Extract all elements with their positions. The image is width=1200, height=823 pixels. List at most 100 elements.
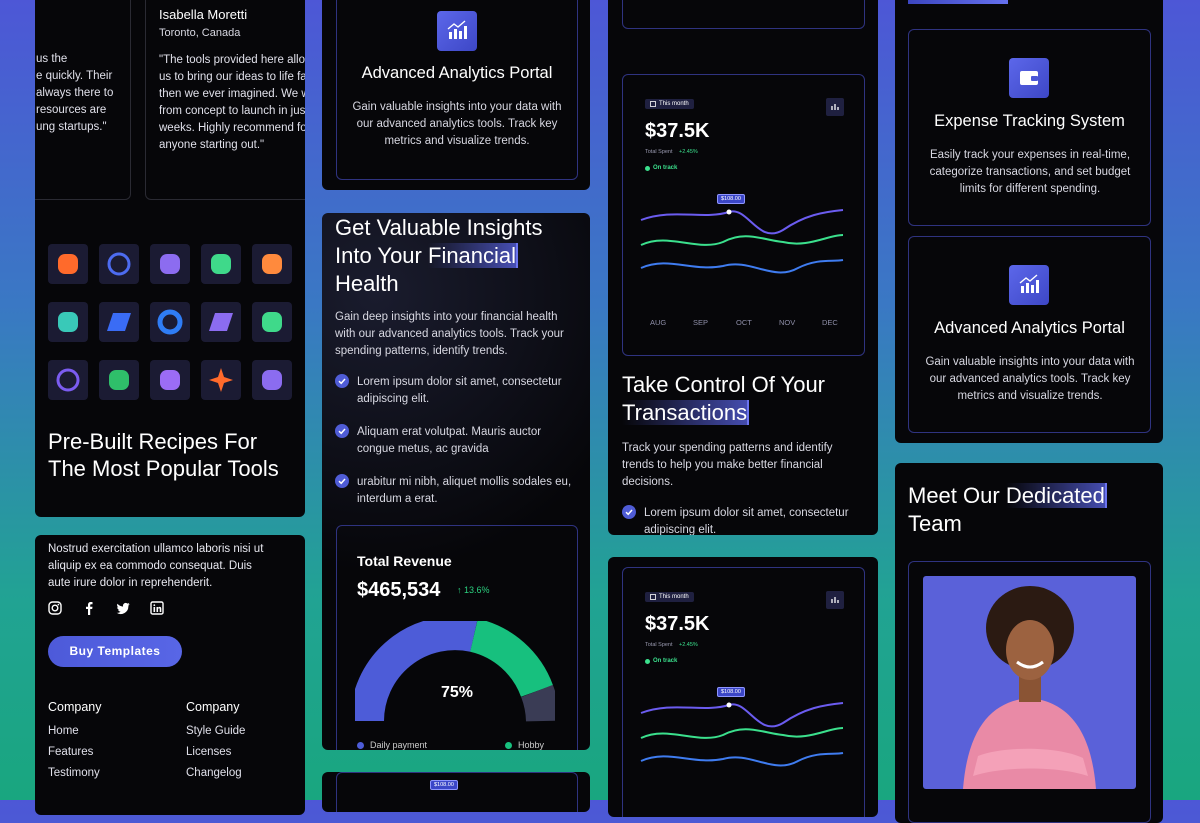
features-card: Expense Tracking System Easily track you… xyxy=(895,0,1163,443)
checklist: Lorem ipsum dolor sit amet, consectetur … xyxy=(622,505,862,535)
revenue-title: Total Revenue xyxy=(357,553,452,569)
menu-link[interactable]: Home xyxy=(48,725,79,737)
heading-part: Take Control Of Your xyxy=(622,372,826,397)
analytics-icon xyxy=(1009,265,1049,305)
widget-label: Total Spent xyxy=(645,642,673,648)
footer-text: Nostrud exercitation ullamco laboris nis… xyxy=(48,543,264,589)
social-links xyxy=(48,601,164,615)
checklist: Lorem ipsum dolor sit amet, consectetur … xyxy=(335,374,575,524)
feature-title: Advanced Analytics Portal xyxy=(361,64,553,82)
icon-shape xyxy=(58,312,78,332)
revenue-change: ↑ 13.6% xyxy=(457,585,490,595)
check-icon xyxy=(335,474,349,488)
text-line: anyone starting out." xyxy=(159,139,265,151)
status-dot xyxy=(645,658,650,664)
dot xyxy=(645,658,650,664)
menu-link[interactable]: Changelog xyxy=(186,767,242,779)
feature-title: Advanced Analytics Portal xyxy=(934,319,1125,337)
period-label: This month xyxy=(659,594,689,600)
footer-menus: Company Home Features Testimony Company Style… xyxy=(48,700,298,815)
revenue-amount: $465,534 xyxy=(357,579,441,601)
gauge-label: 75% xyxy=(440,684,474,701)
chart-point xyxy=(726,209,732,215)
tool-icon xyxy=(48,302,88,342)
check-item: Lorem ipsum dolor sit amet, consectetur … xyxy=(622,505,862,535)
chart-lines xyxy=(640,702,844,767)
menu-link[interactable]: Licenses xyxy=(186,746,232,758)
instagram-icon[interactable] xyxy=(48,601,62,615)
period-label: This month xyxy=(659,101,689,107)
feature-card: Advanced Analytics Portal Gain valuable … xyxy=(322,0,590,190)
buy-templates-button[interactable]: Buy Templates xyxy=(48,636,182,667)
menu-link[interactable]: Style Guide xyxy=(186,725,246,737)
check-mark xyxy=(338,478,346,485)
legend-label: Hobby xyxy=(518,740,545,750)
check-mark xyxy=(625,509,633,516)
chart-widget: This month $37.5K Total Spent +2.45% On trac… xyxy=(622,567,865,817)
icon-shape xyxy=(160,370,180,390)
tool-icon xyxy=(150,302,190,342)
chart-line xyxy=(640,259,844,274)
chart-line xyxy=(640,702,844,728)
tool-icon xyxy=(48,244,88,284)
tool-icon xyxy=(252,360,292,400)
icon-shape xyxy=(262,312,282,332)
text-line: e quickly. Their xyxy=(36,70,113,82)
calendar-icon xyxy=(650,101,656,107)
chart-widget: This month $37.5K Total Spent +2.45% On trac… xyxy=(622,74,865,356)
tool-icon xyxy=(99,244,139,284)
widget-amount: $37.5K xyxy=(645,613,710,635)
tool-icon-grid xyxy=(48,244,298,404)
text-line: us to bring our ideas to life faster xyxy=(159,71,305,83)
team-heading: Meet Our Dedicated Team xyxy=(908,482,1148,538)
feature-title: Expense Tracking System xyxy=(934,112,1125,130)
chart-line xyxy=(640,727,844,739)
text-line: us the xyxy=(36,53,68,65)
check-bg xyxy=(335,374,349,388)
calendar-shape xyxy=(650,594,656,600)
check-mark xyxy=(338,378,346,385)
tools-card: us the e quickly. Their always there to res… xyxy=(35,0,305,517)
heading-part: Health xyxy=(335,271,399,296)
check-item: Aliquam erat volutpat. Mauris auctor con… xyxy=(335,424,575,458)
chart-line xyxy=(640,752,844,767)
month-label: NOV xyxy=(779,318,796,327)
chart-tooltip: $108.00 xyxy=(430,780,458,790)
chart-widget: $108.00 xyxy=(336,772,578,812)
period-pill: This month xyxy=(645,592,694,602)
heading-part: Team xyxy=(908,511,962,536)
insights-heading: Get Valuable Insights Into Your Financia… xyxy=(335,214,565,298)
text-line: ung startups." xyxy=(36,121,107,133)
tool-icon xyxy=(48,360,88,400)
facebook-icon[interactable] xyxy=(82,601,96,615)
widget-change: +2.45% xyxy=(679,149,698,155)
chart-tooltip: $108.00 xyxy=(717,687,745,697)
widget-change: +2.45% xyxy=(679,642,698,648)
chart-lines xyxy=(640,209,844,274)
chart-tooltip: $108.00 xyxy=(717,194,745,204)
testimonial-name: Isabella Moretti xyxy=(159,7,248,22)
tools-title: Pre-Built Recipes For The Most Popular T… xyxy=(48,429,279,481)
check-bg xyxy=(335,424,349,438)
status-label: On track xyxy=(653,165,678,171)
legend-item: Daily payment xyxy=(357,740,427,750)
feature-text: Easily track your expenses in real-time,… xyxy=(929,149,1131,195)
month-label: AUG xyxy=(650,318,667,327)
heading-highlight: Transactions xyxy=(622,400,750,425)
check-icon xyxy=(622,505,636,519)
linkedin-icon[interactable] xyxy=(150,601,164,615)
widget-status: On track xyxy=(645,658,677,664)
menu-link[interactable]: Testimony xyxy=(48,767,100,779)
icon-shape xyxy=(209,368,233,392)
icon-shape xyxy=(109,370,129,390)
check-text: Aliquam erat volutpat. Mauris auctor con… xyxy=(357,426,542,455)
testimonial-location: Toronto, Canada xyxy=(159,27,241,39)
menu-link[interactable]: Features xyxy=(48,746,94,758)
revenue-gauge xyxy=(355,621,555,723)
twitter-icon[interactable] xyxy=(116,601,130,615)
chart-line xyxy=(640,234,844,246)
icon-shape xyxy=(209,313,233,331)
tool-icon xyxy=(150,244,190,284)
widget-label: Total Spent xyxy=(645,149,673,155)
